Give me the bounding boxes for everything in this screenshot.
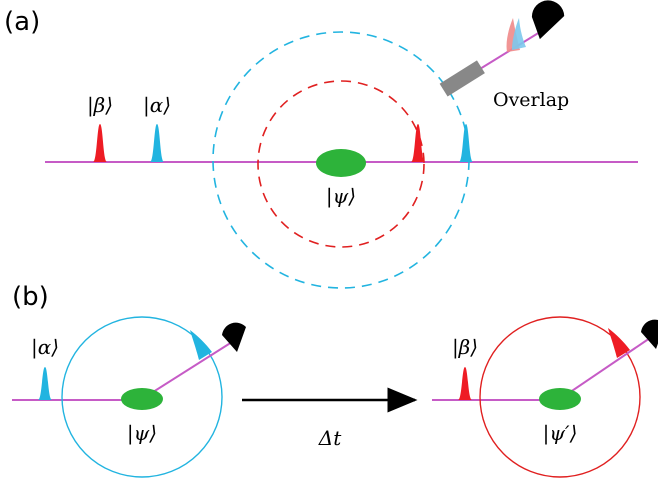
detector	[641, 319, 658, 349]
ket: |α⟩	[143, 93, 171, 118]
beam-line	[559, 337, 651, 400]
ket: |β⟩	[87, 93, 113, 118]
system	[316, 149, 366, 177]
circle	[61, 316, 223, 478]
annotation: Overlap	[493, 89, 569, 111]
circle	[479, 316, 641, 478]
pulse	[459, 124, 473, 162]
panel-label: (a)	[4, 7, 40, 37]
ket: |β⟩	[452, 335, 478, 360]
beam-line	[474, 31, 541, 73]
arrow-label: Δt	[318, 426, 342, 450]
ket: |α⟩	[31, 335, 59, 360]
inner-circle	[257, 80, 425, 248]
pulse	[150, 124, 164, 162]
pulse	[38, 367, 52, 400]
pulse	[93, 124, 107, 162]
system	[121, 388, 163, 410]
pulse	[411, 124, 425, 162]
pulse	[190, 330, 212, 360]
panel-label: (b)	[12, 282, 49, 312]
pulse	[512, 18, 526, 50]
system	[539, 388, 581, 410]
detector	[531, 0, 565, 40]
ket: |ψ⟩	[127, 421, 157, 446]
detector	[222, 322, 246, 352]
pulse	[458, 367, 472, 400]
beam-line	[141, 341, 233, 400]
beam-splitter	[439, 60, 485, 97]
pulse	[608, 328, 630, 358]
ket: |ψ⟩	[326, 184, 356, 209]
ket: |ψ′⟩	[543, 421, 578, 446]
